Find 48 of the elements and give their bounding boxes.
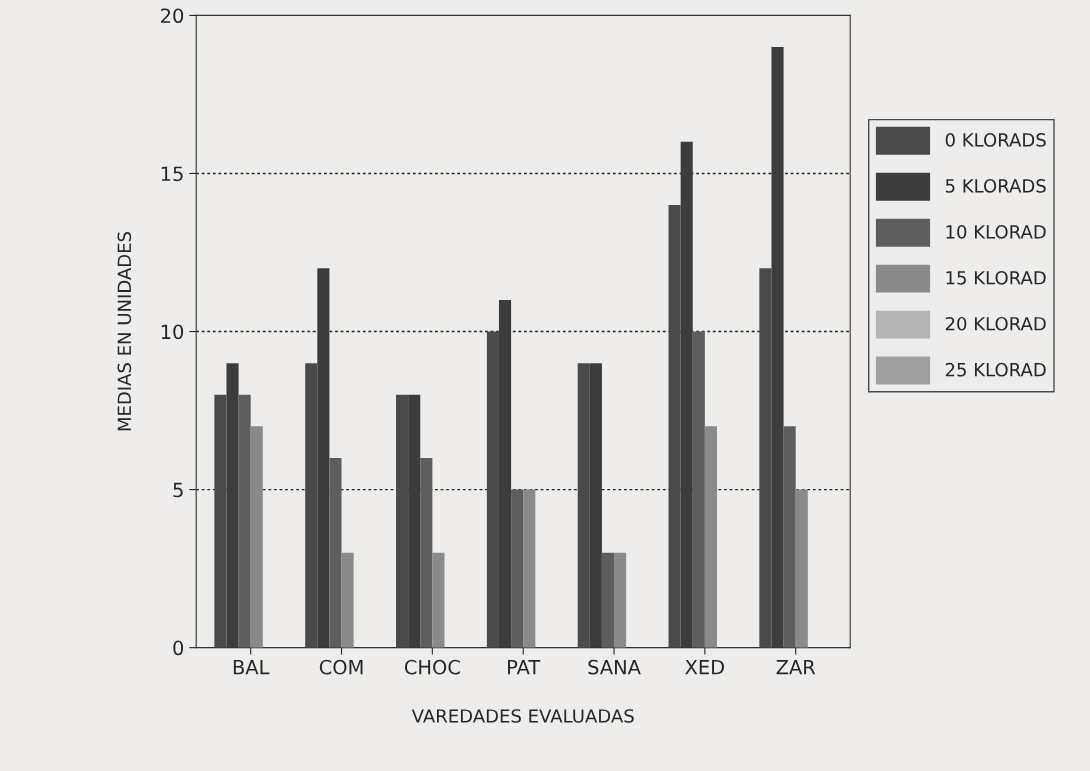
y-axis-title: MEDIAS EN UNIDADES — [117, 231, 132, 431]
bar — [498, 299, 512, 648]
bar — [577, 363, 590, 648]
x-tick-label: ZAR — [776, 660, 816, 675]
bar — [704, 426, 717, 648]
x-tick-label: PAT — [508, 660, 541, 675]
legend-label: 20 KLORAD — [945, 316, 1046, 331]
bar — [668, 205, 681, 648]
y-tick-label: 15 — [161, 166, 183, 182]
legend-label: 5 KLORADS — [945, 179, 1046, 193]
x-tick-label: COM — [319, 659, 363, 675]
bar — [420, 457, 433, 648]
bar — [250, 426, 263, 648]
bar — [341, 552, 354, 648]
bar — [486, 331, 499, 648]
bar — [523, 489, 536, 648]
bar — [771, 47, 784, 648]
bar — [783, 426, 796, 648]
bar — [214, 394, 227, 648]
bar — [680, 141, 693, 648]
bar — [601, 552, 615, 648]
bar — [396, 394, 409, 648]
bar — [432, 552, 445, 648]
x-tick-label: XED — [685, 660, 725, 675]
bar — [614, 552, 627, 648]
x-axis-title: VAREDADES EVALUADAS — [411, 709, 634, 723]
y-tick-label: 10 — [161, 324, 184, 340]
bar — [511, 489, 524, 648]
legend-label: 15 KLORAD — [946, 270, 1046, 285]
y-tick-label: 5 — [173, 482, 183, 498]
x-tick-label: CHOC — [404, 659, 460, 675]
bar — [589, 363, 602, 648]
bar — [408, 394, 421, 648]
legend-label: 10 KLORAD — [946, 225, 1046, 239]
bar — [692, 331, 705, 648]
bar — [795, 489, 808, 648]
legend-label: 25 KLORAD — [945, 362, 1046, 377]
bar — [238, 394, 251, 648]
bar — [759, 268, 772, 648]
y-tick-label: 20 — [161, 8, 184, 24]
bar — [226, 363, 239, 648]
legend-label: 0 KLORADS — [945, 133, 1046, 147]
x-tick-label: BAL — [233, 660, 270, 675]
bar — [329, 457, 342, 648]
x-tick-label: SANA — [588, 659, 641, 675]
y-tick-label: 0 — [173, 640, 184, 656]
bar — [317, 268, 330, 648]
bar — [305, 363, 318, 648]
